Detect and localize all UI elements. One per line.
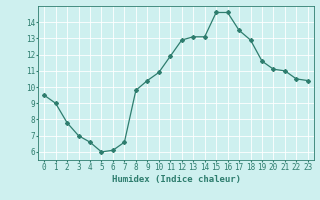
X-axis label: Humidex (Indice chaleur): Humidex (Indice chaleur) [111,175,241,184]
